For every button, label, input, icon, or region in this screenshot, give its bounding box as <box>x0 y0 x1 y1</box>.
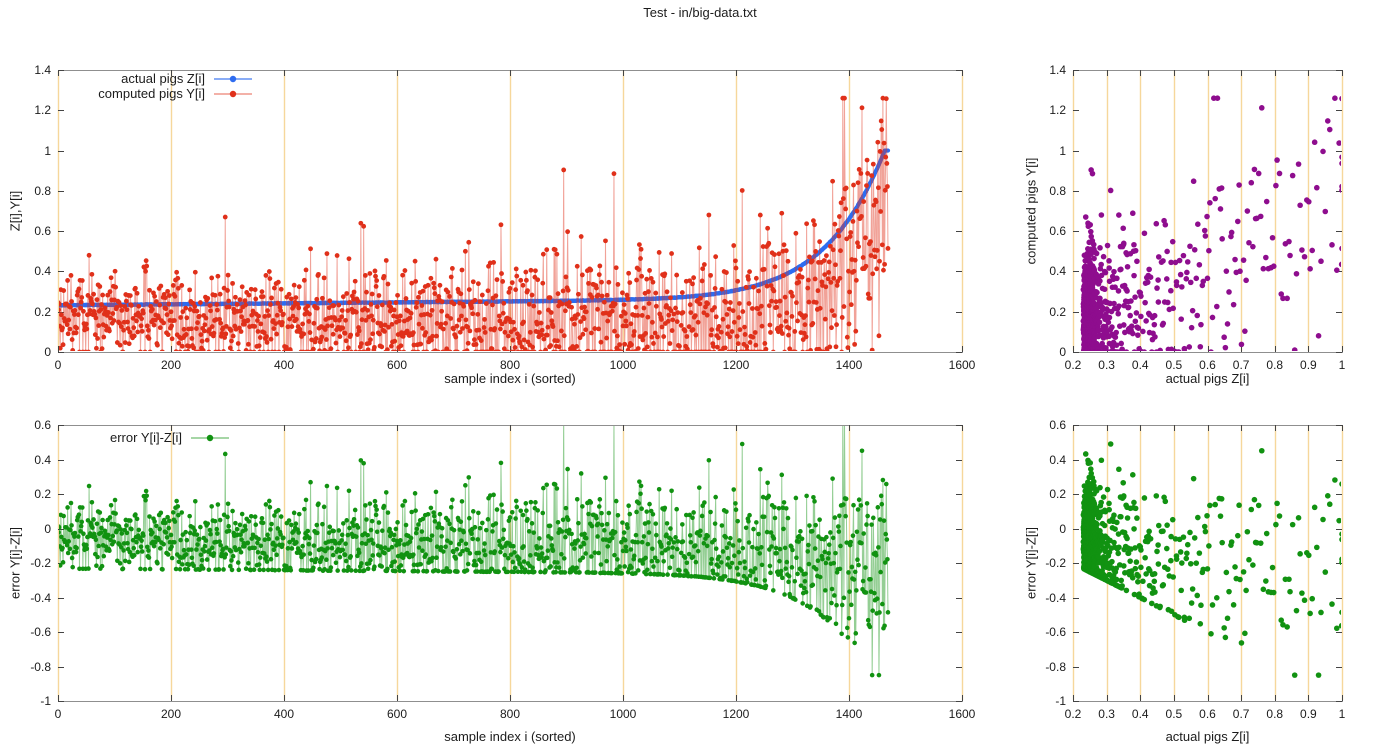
y-tick-label: 1 <box>1059 143 1066 158</box>
x-tick-label: 1000 <box>609 707 637 721</box>
axis-label-y-bottom-right: error Y[i]-Z[i] <box>1023 527 1039 599</box>
x-tick-label: 1600 <box>948 358 976 372</box>
figure-title: Test - in/big-data.txt <box>643 5 757 20</box>
x-tick-label: 0.5 <box>1165 358 1183 372</box>
y-tick-label: 0.4 <box>34 264 51 279</box>
axis-label-x-top-left: sample index i (sorted) <box>444 371 576 386</box>
y-tick-label: 0.6 <box>34 418 51 432</box>
x-tick-label: 600 <box>386 707 408 721</box>
axis-label-y-top-left: Z[i],Y[i] <box>7 190 23 232</box>
y-tick-label: -0.6 <box>30 625 51 639</box>
x-tick-label: 0.9 <box>1300 358 1317 372</box>
y-tick-label: -1 <box>1055 694 1066 708</box>
x-tick-label: 0.5 <box>1165 707 1183 721</box>
legend-entry-actual-pigs: actual pigs Z[i] <box>55 71 253 86</box>
y-tick-label: 0.6 <box>1049 418 1066 432</box>
x-tick-label: 1400 <box>835 358 863 372</box>
x-tick-label: 0.3 <box>1098 358 1115 372</box>
x-tick-label: 0.6 <box>1199 358 1216 372</box>
y-tick-label: 0.8 <box>1049 183 1066 198</box>
y-tick-label: -1 <box>40 694 51 708</box>
axis-label-y-bottom-left: error Y[i]-Z[i] <box>7 527 23 599</box>
x-tick-label: 0.4 <box>1131 707 1149 721</box>
x-tick-label: 200 <box>160 707 182 721</box>
y-tick-label: 1.2 <box>1049 103 1066 118</box>
legend-label-actual-pigs: actual pigs Z[i] <box>121 71 205 86</box>
y-tick-label: -0.6 <box>1045 625 1066 639</box>
axis-label-x-bottom-right: actual pigs Z[i] <box>1165 729 1250 744</box>
y-tick-label: -0.4 <box>30 590 51 605</box>
x-tick-label: 800 <box>499 358 521 372</box>
legend-sample-line-green <box>191 434 229 441</box>
y-tick-label: 0.6 <box>34 224 51 239</box>
y-tick-label: 0.2 <box>1049 487 1066 501</box>
y-tick-label: 1.2 <box>34 103 51 118</box>
y-tick-label: 1.4 <box>1049 63 1066 77</box>
x-tick-label: 0.7 <box>1232 707 1250 721</box>
x-tick-label: 1600 <box>948 707 976 721</box>
axis-label-x-top-right: actual pigs Z[i] <box>1165 371 1250 386</box>
x-tick-label: 600 <box>386 358 408 372</box>
x-tick-label: 400 <box>273 358 295 372</box>
y-tick-label: 0.2 <box>1049 304 1066 319</box>
x-tick-label: 400 <box>273 707 295 721</box>
y-tick-label: 0 <box>44 521 51 536</box>
y-tick-label: -0.2 <box>1045 556 1066 570</box>
y-tick-label: -0.8 <box>30 659 51 674</box>
y-tick-label: 0 <box>1059 521 1066 536</box>
y-tick-label: 0.8 <box>34 183 51 198</box>
y-tick-label: 0 <box>44 345 51 359</box>
x-tick-label: 0.6 <box>1199 707 1216 721</box>
y-tick-label: 0.4 <box>1049 452 1066 467</box>
x-tick-label: 0.2 <box>1064 707 1082 721</box>
x-tick-label: 0.7 <box>1232 358 1250 372</box>
x-tick-label: 1 <box>1338 358 1346 372</box>
x-tick-label: 0 <box>54 707 62 721</box>
x-tick-label: 0.2 <box>1064 358 1082 372</box>
x-tick-label: 1200 <box>722 358 750 372</box>
x-tick-label: 0 <box>54 358 62 372</box>
y-tick-label: 1 <box>44 143 51 158</box>
x-tick-label: 1200 <box>722 707 750 721</box>
x-tick-label: 0.8 <box>1266 358 1284 372</box>
y-tick-label: 0 <box>1059 345 1066 359</box>
x-tick-label: 0.3 <box>1098 707 1115 721</box>
legend-sample-line-red <box>214 90 252 97</box>
x-tick-label: 0.9 <box>1300 707 1317 721</box>
y-tick-label: 0.6 <box>1049 224 1066 239</box>
y-tick-label: -0.2 <box>30 556 51 570</box>
y-tick-label: -0.4 <box>1045 590 1066 605</box>
x-tick-label: 1 <box>1338 707 1346 721</box>
y-tick-label: 0.4 <box>34 452 51 467</box>
x-tick-label: 800 <box>499 707 521 721</box>
legend-entry-computed-pigs: computed pigs Y[i] <box>55 86 253 101</box>
y-tick-label: 0.2 <box>34 304 51 319</box>
legend-label-computed-pigs: computed pigs Y[i] <box>98 86 205 101</box>
y-tick-label: -0.8 <box>1045 659 1066 674</box>
legend-entry-error: error Y[i]-Z[i] <box>32 430 230 445</box>
y-tick-label: 0.2 <box>34 487 51 501</box>
legend-sample-line-blue <box>214 75 252 82</box>
axis-label-x-bottom-left: sample index i (sorted) <box>444 729 576 744</box>
x-tick-label: 0.8 <box>1266 707 1284 721</box>
x-tick-label: 0.4 <box>1131 358 1149 372</box>
y-tick-label: 0.4 <box>1049 264 1066 279</box>
y-tick-label: 1.4 <box>34 63 51 77</box>
legend-label-error: error Y[i]-Z[i] <box>110 430 182 445</box>
axis-label-y-top-right: computed pigs Y[i] <box>1023 157 1039 265</box>
x-tick-label: 200 <box>160 358 182 372</box>
x-tick-label: 1400 <box>835 707 863 721</box>
x-tick-label: 1000 <box>609 358 637 372</box>
